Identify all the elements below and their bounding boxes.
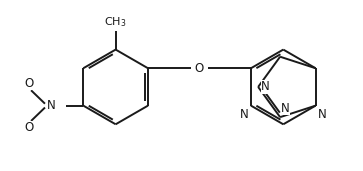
Text: CH$_3$: CH$_3$ <box>105 16 127 29</box>
Text: N: N <box>47 99 56 112</box>
Text: O: O <box>25 77 34 90</box>
Text: O: O <box>195 62 204 75</box>
Text: N: N <box>318 108 326 121</box>
Text: O: O <box>25 121 34 134</box>
Text: N: N <box>240 108 249 121</box>
Text: N: N <box>281 102 290 115</box>
Text: N: N <box>261 80 270 93</box>
